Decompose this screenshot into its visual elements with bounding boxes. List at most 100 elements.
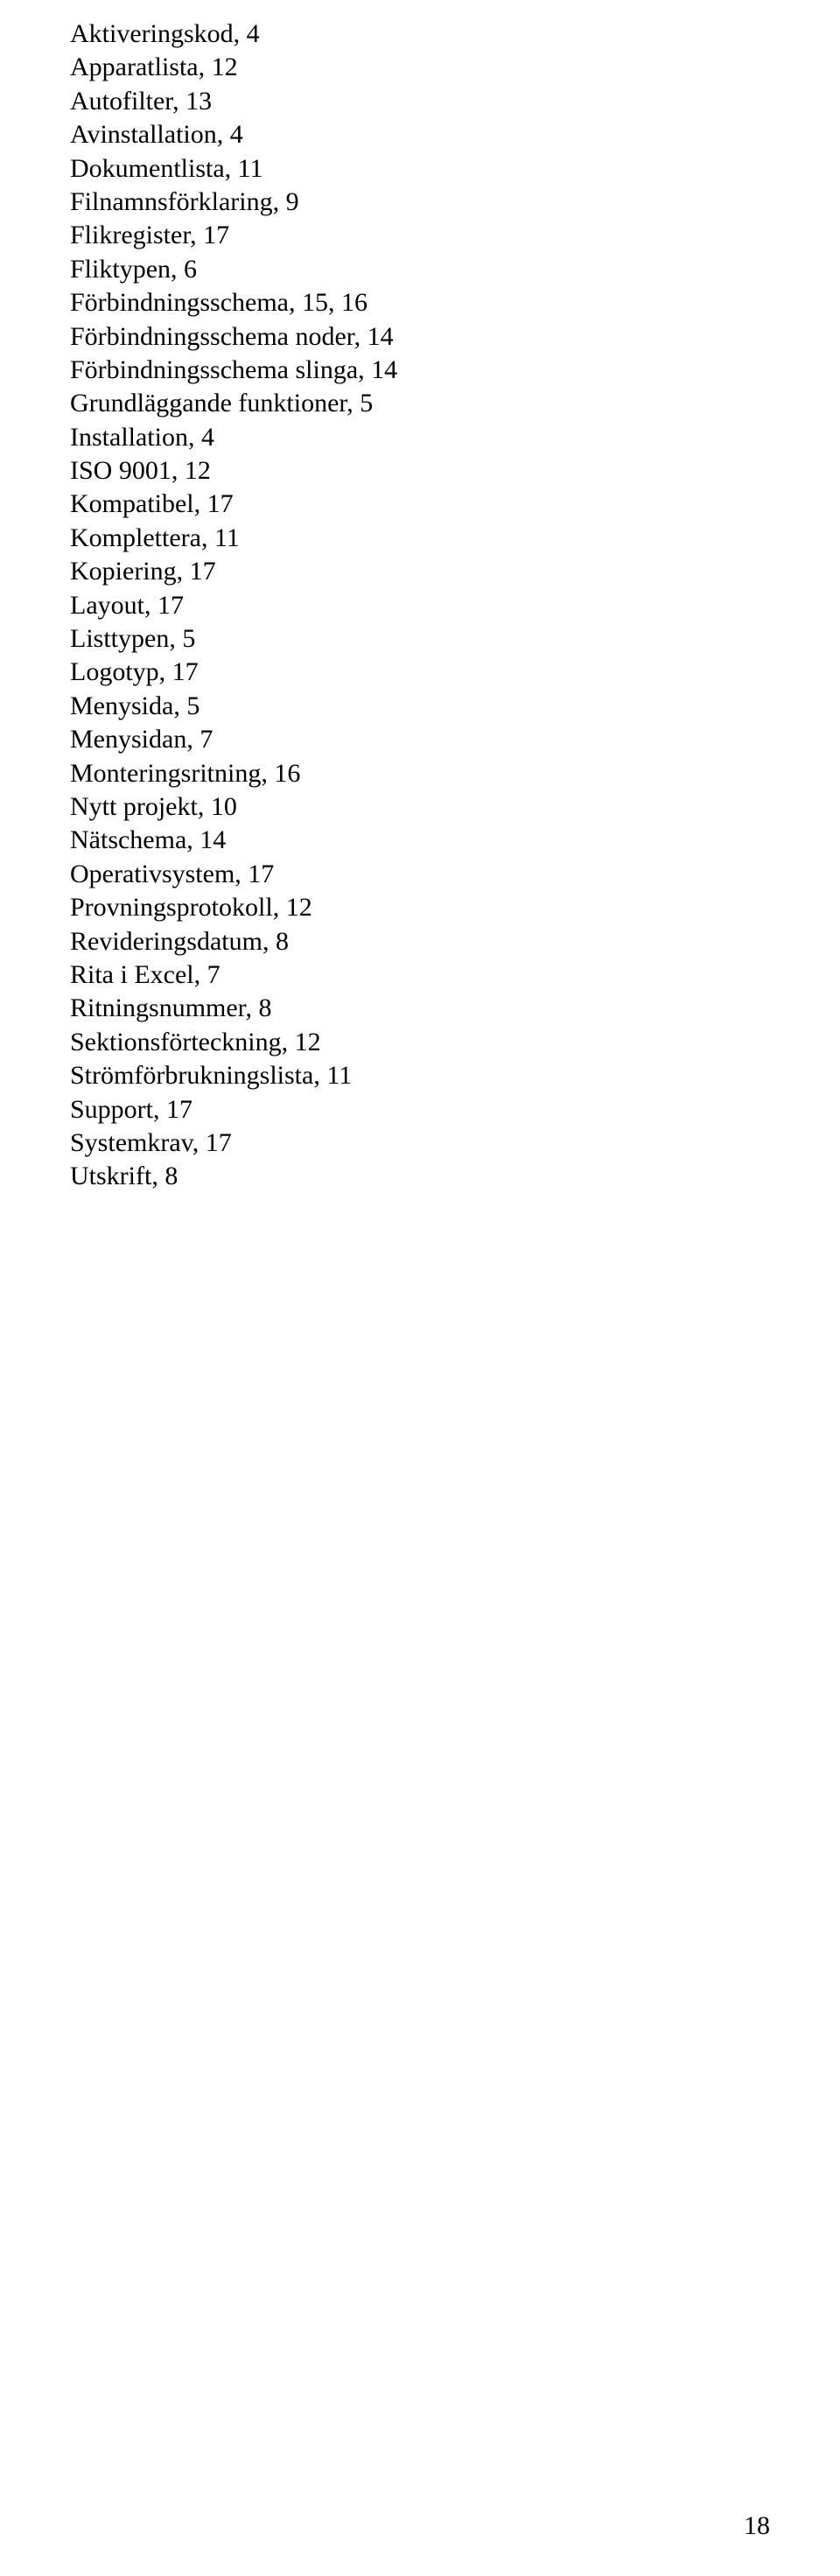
index-separator: , xyxy=(159,657,172,686)
index-separator: , xyxy=(234,19,247,48)
index-page: 17 xyxy=(166,1095,192,1124)
index-page: 4 xyxy=(247,19,260,48)
index-page: 14 xyxy=(200,825,226,854)
index-separator: , xyxy=(346,389,360,418)
index-term: Kompatibel xyxy=(70,489,194,518)
index-separator: , xyxy=(194,489,207,518)
index-entry: Operativsystem, 17 xyxy=(70,858,770,891)
index-term: Förbindningsschema xyxy=(70,288,289,317)
index-page: 5 xyxy=(186,691,200,720)
index-page: 17 xyxy=(172,657,199,686)
index-entry: Fliktypen, 6 xyxy=(70,253,770,286)
index-term: Autofilter xyxy=(70,87,172,116)
index-separator: , xyxy=(192,1128,206,1157)
index-page: 12 xyxy=(295,1028,321,1056)
index-term: Förbindningsschema slinga xyxy=(70,355,358,384)
index-page: 12 xyxy=(212,53,238,81)
index-page: 4 xyxy=(201,423,214,452)
index-separator: , xyxy=(144,591,158,620)
index-page: 7 xyxy=(200,725,213,754)
index-term: Avinstallation xyxy=(70,120,217,149)
index-term: Menysidan xyxy=(70,725,186,754)
index-separator: , xyxy=(354,322,368,351)
index-page: 12 xyxy=(286,893,312,922)
index-page: 17 xyxy=(206,1128,232,1157)
index-separator: , xyxy=(358,355,371,384)
index-term: Rita i Excel xyxy=(70,960,194,989)
index-term: Ritningsnummer xyxy=(70,993,245,1022)
index-entry: Autofilter, 13 xyxy=(70,85,770,118)
index-list: Aktiveringskod, 4Apparatlista, 12Autofil… xyxy=(70,18,770,1194)
index-page: 8 xyxy=(258,993,271,1022)
index-term: Menysida xyxy=(70,691,173,720)
index-separator: , xyxy=(186,725,200,754)
index-term: Filnamnsförklaring xyxy=(70,187,273,216)
index-page: 17 xyxy=(203,221,229,249)
index-entry: Flikregister, 17 xyxy=(70,219,770,252)
index-page: 9 xyxy=(286,187,299,216)
index-separator: , xyxy=(289,288,302,317)
index-entry: Sektionsförteckning, 12 xyxy=(70,1026,770,1059)
index-entry: Avinstallation, 4 xyxy=(70,118,770,151)
index-entry: Listtypen, 5 xyxy=(70,622,770,656)
index-entry: Nätschema, 14 xyxy=(70,824,770,857)
index-page: 12 xyxy=(185,456,211,485)
index-term: Monteringsritning xyxy=(70,759,261,788)
index-page: 8 xyxy=(276,927,289,956)
index-page: 17 xyxy=(248,860,274,888)
index-separator: , xyxy=(172,456,185,485)
index-separator: , xyxy=(245,993,258,1022)
index-term: Nytt projekt xyxy=(70,792,198,821)
index-term: ISO 9001 xyxy=(70,456,172,485)
index-separator: , xyxy=(234,860,248,888)
index-separator: , xyxy=(169,624,182,653)
index-term: Fliktypen xyxy=(70,255,171,284)
index-term: Aktiveringskod xyxy=(70,19,234,48)
index-page: 17 xyxy=(190,557,216,586)
index-entry: Förbindningsschema noder, 14 xyxy=(70,320,770,354)
index-term: Grundläggande funktioner xyxy=(70,389,346,418)
index-separator: , xyxy=(225,154,238,183)
index-separator: , xyxy=(262,927,276,956)
index-page: 11 xyxy=(326,1061,352,1090)
index-term: Sektionsförteckning xyxy=(70,1028,282,1056)
index-separator: , xyxy=(217,120,230,149)
index-page: 14 xyxy=(368,322,394,351)
index-entry: Systemkrav, 17 xyxy=(70,1127,770,1160)
index-page: 8 xyxy=(164,1162,178,1190)
index-separator: , xyxy=(261,759,274,788)
index-page: 6 xyxy=(184,255,197,284)
index-term: Nätschema xyxy=(70,825,186,854)
index-term: Komplettera xyxy=(70,523,201,552)
index-separator: , xyxy=(188,423,201,452)
index-separator: , xyxy=(201,523,214,552)
index-page: 15, 16 xyxy=(302,288,368,317)
index-entry: Komplettera, 11 xyxy=(70,522,770,555)
index-page: 7 xyxy=(207,960,220,989)
index-term: Installation xyxy=(70,423,188,452)
index-page: 11 xyxy=(214,523,240,552)
index-separator: , xyxy=(186,825,200,854)
index-entry: Layout, 17 xyxy=(70,589,770,622)
index-term: Provningsprotokoll xyxy=(70,893,273,922)
index-entry: Strömförbrukningslista, 11 xyxy=(70,1059,770,1092)
index-entry: Utskrift, 8 xyxy=(70,1160,770,1193)
index-entry: Filnamnsförklaring, 9 xyxy=(70,186,770,219)
index-separator: , xyxy=(199,53,212,81)
index-separator: , xyxy=(194,960,207,989)
index-term: Utskrift xyxy=(70,1162,151,1190)
index-separator: , xyxy=(153,1095,166,1124)
index-term: Kopiering xyxy=(70,557,177,586)
index-entry: Kompatibel, 17 xyxy=(70,488,770,521)
index-separator: , xyxy=(172,87,186,116)
index-entry: Installation, 4 xyxy=(70,421,770,454)
index-term: Dokumentlista xyxy=(70,154,225,183)
index-separator: , xyxy=(273,893,286,922)
index-term: Layout xyxy=(70,591,144,620)
index-page: 17 xyxy=(207,489,234,518)
index-entry: Apparatlista, 12 xyxy=(70,51,770,84)
index-page: 4 xyxy=(230,120,243,149)
index-separator: , xyxy=(313,1061,326,1090)
index-term: Operativsystem xyxy=(70,860,234,888)
index-page: 5 xyxy=(182,624,195,653)
